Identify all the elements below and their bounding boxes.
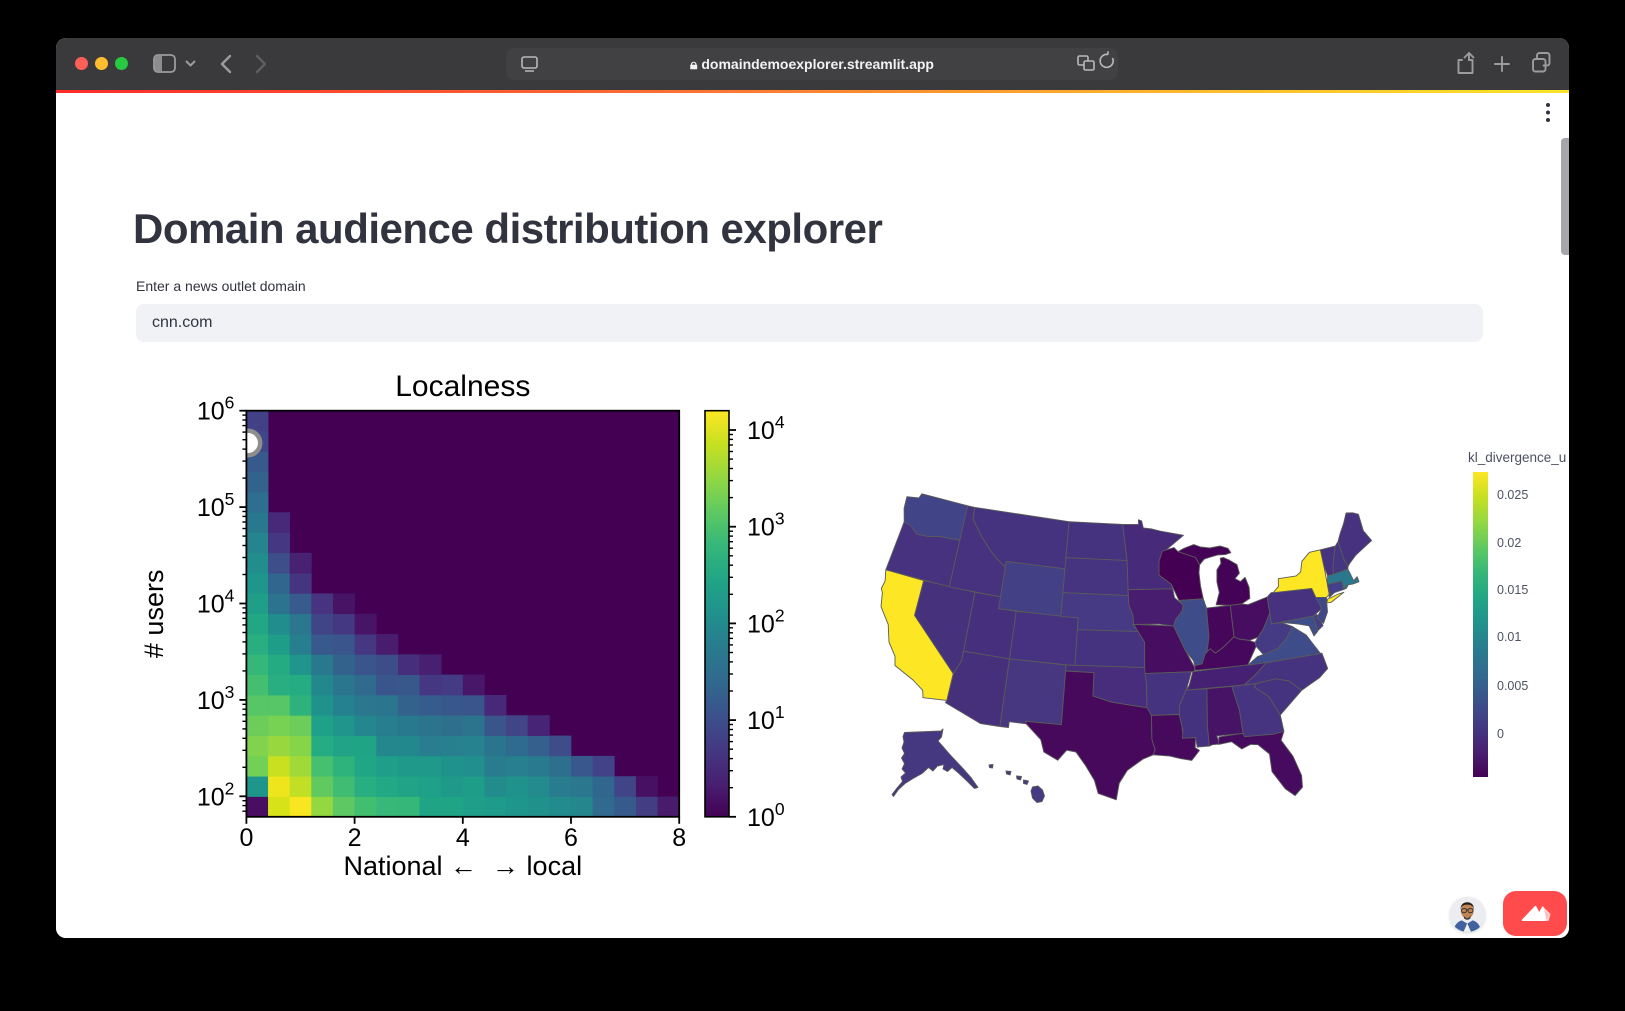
svg-text:0: 0 (1497, 727, 1504, 741)
svg-text:0.025: 0.025 (1497, 488, 1528, 502)
svg-text:101: 101 (747, 702, 785, 735)
svg-text:103: 103 (747, 509, 785, 542)
svg-text:Localness: Localness (395, 370, 530, 403)
svg-text:0.02: 0.02 (1497, 536, 1521, 550)
svg-text:0: 0 (239, 824, 253, 852)
svg-text:6: 6 (564, 824, 578, 852)
svg-text:4: 4 (456, 824, 470, 852)
svg-text:102: 102 (747, 605, 785, 638)
svg-text:0.01: 0.01 (1497, 630, 1521, 644)
svg-text:kl_divergence_u: kl_divergence_u (1468, 450, 1566, 465)
svg-text:2: 2 (348, 824, 362, 852)
svg-text:National ← → local: National ← → local (343, 851, 582, 881)
svg-text:# users: # users (139, 570, 169, 659)
svg-text:104: 104 (747, 412, 785, 445)
svg-text:0.015: 0.015 (1497, 583, 1528, 597)
svg-text:102: 102 (197, 778, 235, 811)
svg-text:104: 104 (197, 586, 235, 619)
svg-text:105: 105 (197, 489, 235, 522)
svg-text:100: 100 (747, 799, 785, 832)
svg-text:0.005: 0.005 (1497, 679, 1528, 693)
svg-text:106: 106 (197, 393, 235, 426)
svg-text:103: 103 (197, 682, 235, 715)
svg-text:8: 8 (672, 824, 686, 852)
